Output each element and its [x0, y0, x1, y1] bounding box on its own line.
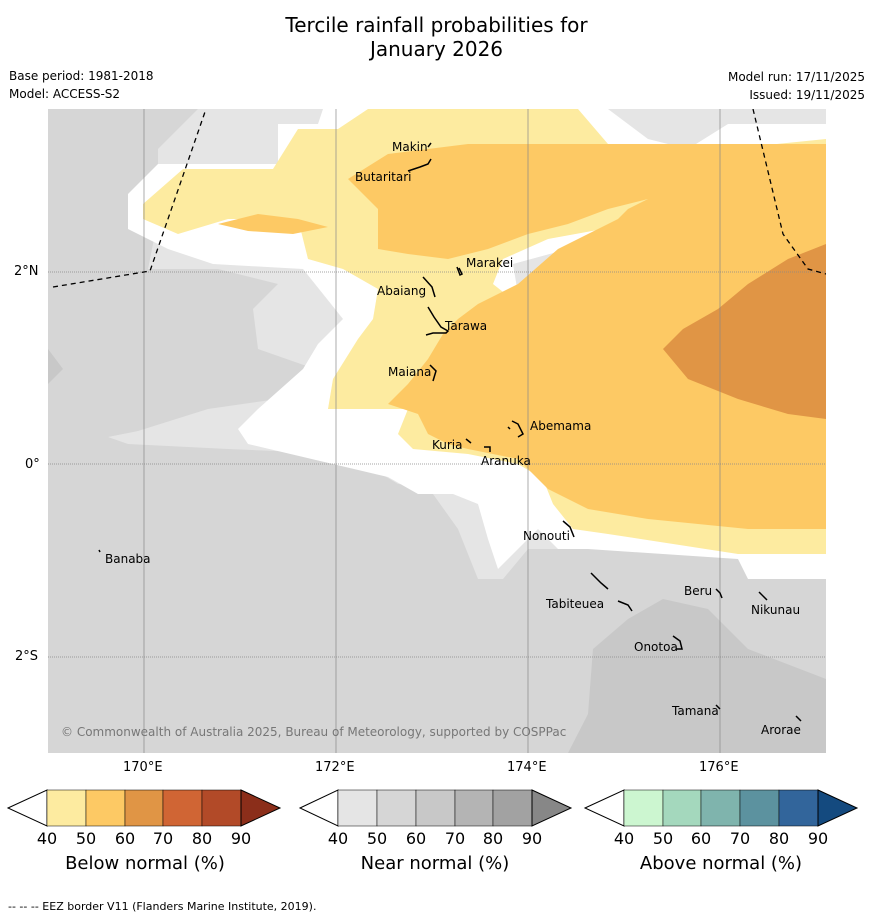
cb-below-tick: 60 — [115, 829, 135, 848]
island-label-kuria: Kuria — [432, 438, 463, 452]
island-label-abaiang: Abaiang — [377, 284, 426, 298]
island-label-nonouti: Nonouti — [523, 529, 570, 543]
lon-label-176e: 176°E — [699, 760, 739, 775]
cb-near-tick: 50 — [367, 829, 387, 848]
island-label-arorae: Arorae — [761, 723, 801, 737]
title-line-2: January 2026 — [0, 37, 873, 61]
cb-above-tick: 40 — [614, 829, 634, 848]
lat-label-equator: 0° — [25, 457, 40, 472]
island-label-butaritari: Butaritari — [355, 170, 412, 184]
rainfall-map: Makin Butaritari Marakei Abaiang Tarawa … — [48, 109, 826, 753]
island-label-makin: Makin — [392, 140, 428, 154]
island-label-maiana: Maiana — [388, 365, 431, 379]
lon-label-172e: 172°E — [315, 760, 355, 775]
lat-label-2s: 2°S — [15, 649, 38, 664]
colorbar-title-below: Below normal (%) — [30, 853, 260, 874]
colorbar-title-above: Above normal (%) — [605, 853, 837, 874]
issued-date: Issued: 19/11/2025 — [749, 88, 865, 102]
colorbar-tick-labels: 40 50 60 70 80 90 40 50 60 70 80 90 40 5… — [0, 826, 873, 850]
base-period: Base period: 1981-2018 — [9, 69, 154, 83]
banaba-outline — [99, 550, 100, 552]
cb-below-tick: 50 — [76, 829, 96, 848]
cb-above-tick: 50 — [653, 829, 673, 848]
cb-near-tick: 60 — [406, 829, 426, 848]
island-label-marakei: Marakei — [466, 256, 513, 270]
island-label-onotoa: Onotoa — [634, 640, 678, 654]
island-label-abemama: Abemama — [530, 419, 591, 433]
title-line-1: Tercile rainfall probabilities for — [0, 13, 873, 37]
cb-above-tick: 70 — [730, 829, 750, 848]
model-name: Model: ACCESS-S2 — [9, 87, 120, 101]
lon-label-174e: 174°E — [507, 760, 547, 775]
island-label-nikunau: Nikunau — [751, 603, 800, 617]
cb-below-tick: 40 — [37, 829, 57, 848]
island-label-aranuka: Aranuka — [481, 454, 531, 468]
island-label-banaba: Banaba — [105, 552, 151, 566]
map-copyright: © Commonwealth of Australia 2025, Bureau… — [61, 725, 566, 739]
lat-label-2n: 2°N — [14, 264, 39, 279]
eez-footnote: -- -- -- EEZ border V11 (Flanders Marine… — [8, 900, 316, 913]
cb-above-tick: 80 — [769, 829, 789, 848]
cb-below-tick: 90 — [231, 829, 251, 848]
cb-above-tick: 90 — [808, 829, 828, 848]
lon-label-170e: 170°E — [123, 760, 163, 775]
cb-near-tick: 70 — [445, 829, 465, 848]
cb-near-tick: 90 — [522, 829, 542, 848]
model-run: Model run: 17/11/2025 — [728, 70, 865, 84]
island-label-beru: Beru — [684, 584, 712, 598]
island-label-tamana: Tamana — [671, 704, 719, 718]
cb-near-tick: 40 — [328, 829, 348, 848]
island-label-tabiteuea: Tabiteuea — [545, 597, 604, 611]
colorbar-below-normal — [8, 790, 280, 826]
cb-below-tick: 70 — [153, 829, 173, 848]
colorbar-title-near: Near normal (%) — [320, 853, 550, 874]
colorbar-near-normal — [300, 790, 571, 826]
cb-below-tick: 80 — [192, 829, 212, 848]
cb-near-tick: 80 — [483, 829, 503, 848]
island-label-tarawa: Tarawa — [444, 319, 487, 333]
colorbar-above-normal — [585, 790, 857, 826]
cb-above-tick: 60 — [691, 829, 711, 848]
